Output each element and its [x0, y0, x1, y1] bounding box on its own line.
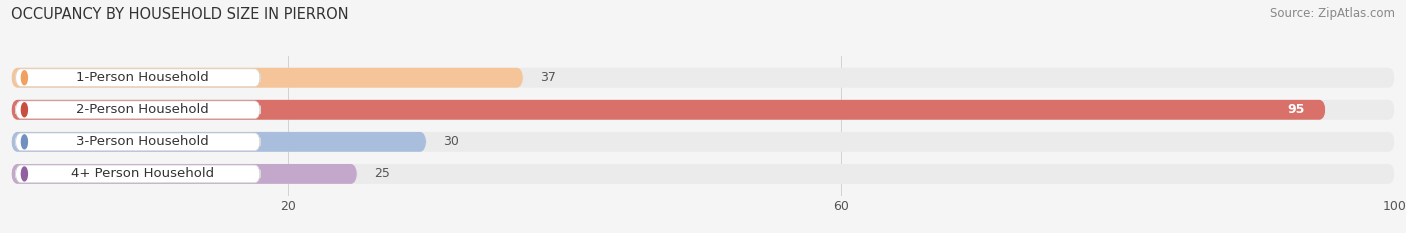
FancyBboxPatch shape [15, 165, 260, 183]
Text: 95: 95 [1288, 103, 1305, 116]
Text: 4+ Person Household: 4+ Person Household [72, 168, 214, 180]
FancyBboxPatch shape [11, 68, 1395, 88]
FancyBboxPatch shape [11, 100, 1326, 120]
FancyBboxPatch shape [15, 133, 260, 151]
Text: 3-Person Household: 3-Person Household [76, 135, 209, 148]
FancyBboxPatch shape [11, 100, 1395, 120]
FancyBboxPatch shape [11, 164, 357, 184]
Text: 37: 37 [540, 71, 555, 84]
FancyBboxPatch shape [11, 132, 426, 152]
Text: 2-Person Household: 2-Person Household [76, 103, 209, 116]
FancyBboxPatch shape [11, 68, 523, 88]
Circle shape [21, 71, 27, 85]
Circle shape [21, 135, 27, 149]
Circle shape [21, 167, 27, 181]
FancyBboxPatch shape [15, 101, 260, 119]
FancyBboxPatch shape [11, 132, 1395, 152]
Text: 25: 25 [374, 168, 389, 180]
FancyBboxPatch shape [11, 164, 1395, 184]
Text: OCCUPANCY BY HOUSEHOLD SIZE IN PIERRON: OCCUPANCY BY HOUSEHOLD SIZE IN PIERRON [11, 7, 349, 22]
Text: Source: ZipAtlas.com: Source: ZipAtlas.com [1270, 7, 1395, 20]
Circle shape [21, 103, 27, 117]
Text: 1-Person Household: 1-Person Household [76, 71, 209, 84]
Text: 30: 30 [443, 135, 458, 148]
FancyBboxPatch shape [15, 69, 260, 86]
